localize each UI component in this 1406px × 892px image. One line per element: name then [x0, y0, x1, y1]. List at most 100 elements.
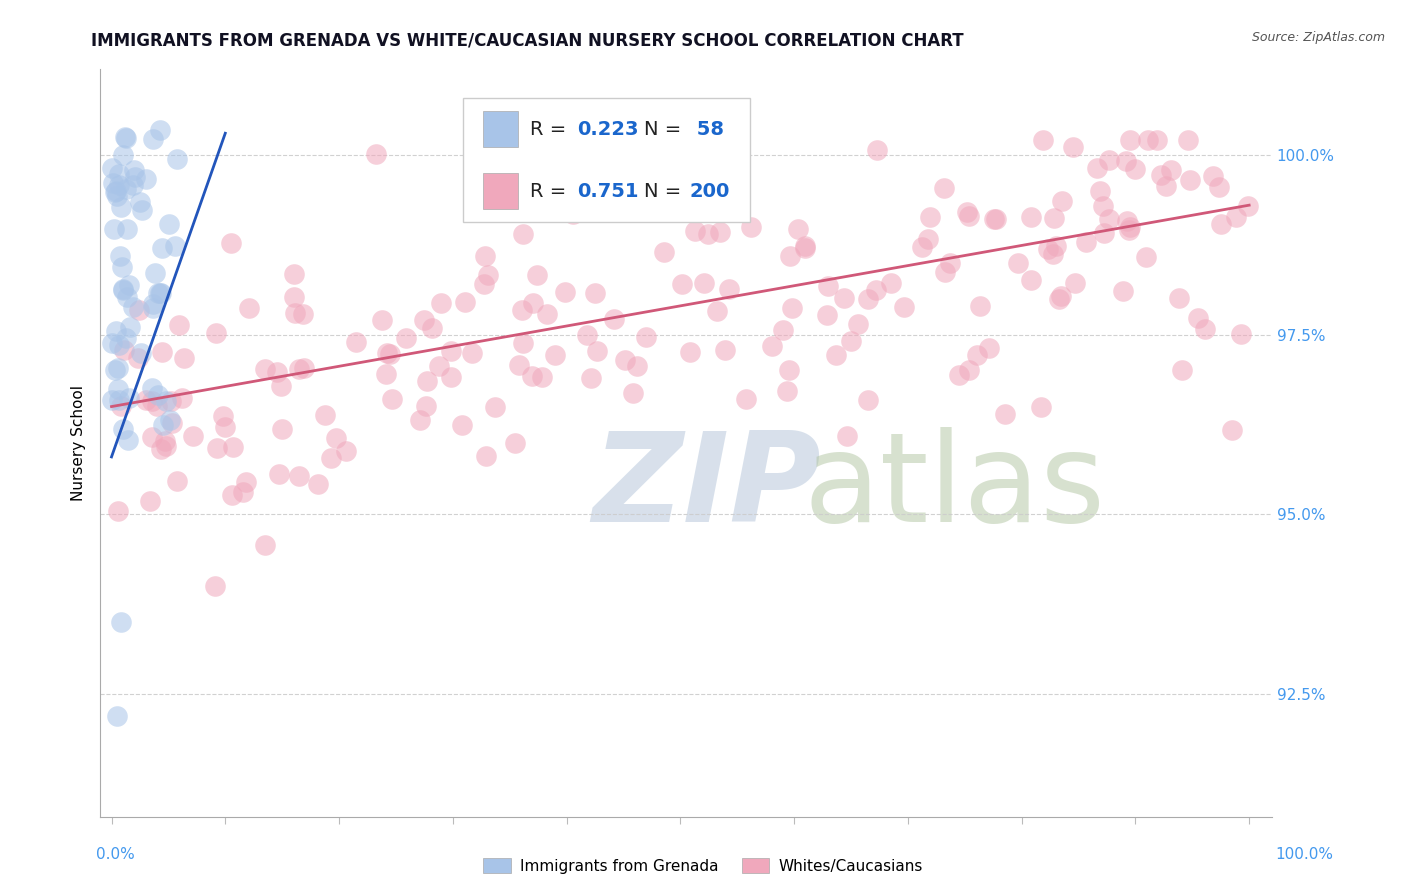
Point — [380, 347, 402, 361]
Point — [983, 211, 1005, 226]
Point — [232, 485, 254, 500]
Point — [325, 432, 347, 446]
Point — [969, 299, 991, 313]
Point — [395, 331, 418, 345]
Point — [1092, 226, 1115, 240]
Point — [512, 335, 534, 350]
Point — [253, 362, 276, 376]
Text: 0.0%: 0.0% — [96, 847, 135, 862]
Point — [475, 449, 498, 463]
Point — [508, 358, 530, 372]
Point — [100, 335, 122, 350]
Point — [266, 365, 288, 379]
Point — [772, 323, 794, 337]
Point — [427, 359, 450, 373]
Point — [1187, 310, 1209, 325]
Point — [561, 207, 583, 221]
Point — [579, 371, 602, 385]
Point — [415, 399, 437, 413]
Point — [693, 276, 716, 290]
Text: 0.223: 0.223 — [576, 120, 638, 138]
Point — [165, 239, 187, 253]
Point — [685, 224, 707, 238]
FancyBboxPatch shape — [484, 173, 519, 209]
Point — [824, 348, 846, 362]
Point — [1029, 400, 1052, 414]
Point — [412, 313, 434, 327]
Point — [1098, 153, 1121, 167]
Point — [1042, 211, 1064, 225]
Point — [503, 436, 526, 450]
Point — [439, 343, 461, 358]
Point — [679, 345, 702, 359]
Point — [108, 168, 131, 182]
Point — [152, 417, 174, 432]
Point — [787, 222, 810, 236]
Point — [149, 285, 172, 300]
Text: R =: R = — [530, 182, 572, 201]
Point — [118, 391, 141, 405]
Point — [530, 370, 553, 384]
Point — [219, 235, 242, 250]
Point — [793, 239, 815, 253]
Point — [1007, 255, 1029, 269]
Point — [381, 392, 404, 407]
Point — [142, 131, 165, 145]
Point — [1032, 133, 1054, 147]
Point — [288, 362, 311, 376]
Point — [105, 709, 128, 723]
Point — [1208, 180, 1230, 194]
Point — [1220, 423, 1243, 437]
Point — [932, 181, 955, 195]
Point — [910, 239, 932, 253]
Point — [267, 467, 290, 481]
Point — [238, 301, 260, 316]
Point — [141, 381, 163, 395]
Point — [1154, 179, 1177, 194]
Y-axis label: Nursery School: Nursery School — [72, 384, 86, 500]
Point — [124, 169, 146, 184]
Point — [1098, 211, 1121, 226]
Point — [1112, 284, 1135, 298]
Point — [283, 290, 305, 304]
Text: IMMIGRANTS FROM GRENADA VS WHITE/CAUCASIAN NURSERY SCHOOL CORRELATION CHART: IMMIGRANTS FROM GRENADA VS WHITE/CAUCASI… — [91, 31, 965, 49]
Text: 200: 200 — [689, 182, 730, 201]
Point — [108, 338, 131, 352]
Point — [817, 278, 839, 293]
Point — [101, 161, 124, 175]
Point — [865, 283, 887, 297]
Point — [576, 327, 599, 342]
Point — [221, 488, 243, 502]
Point — [319, 450, 342, 465]
Point — [148, 388, 170, 402]
Point — [1202, 169, 1225, 184]
Point — [675, 141, 697, 155]
Point — [108, 178, 131, 192]
Point — [110, 250, 132, 264]
Point — [1047, 292, 1070, 306]
Point — [1135, 250, 1157, 264]
Point — [1045, 238, 1067, 252]
Point — [1167, 291, 1189, 305]
Text: 58: 58 — [689, 120, 724, 138]
Point — [128, 302, 150, 317]
Point — [1229, 326, 1251, 341]
Point — [526, 268, 548, 282]
Point — [150, 241, 173, 255]
Point — [181, 428, 204, 442]
Point — [127, 351, 149, 366]
Point — [856, 392, 879, 407]
Point — [1194, 322, 1216, 336]
Point — [409, 413, 432, 427]
Point — [1042, 247, 1064, 261]
Point — [117, 434, 139, 448]
Point — [776, 384, 799, 398]
Point — [1118, 223, 1140, 237]
Point — [522, 296, 544, 310]
Point — [626, 359, 648, 374]
Point — [204, 579, 226, 593]
Point — [115, 130, 138, 145]
Point — [129, 195, 152, 210]
Point — [734, 392, 756, 407]
Point — [1209, 217, 1232, 231]
